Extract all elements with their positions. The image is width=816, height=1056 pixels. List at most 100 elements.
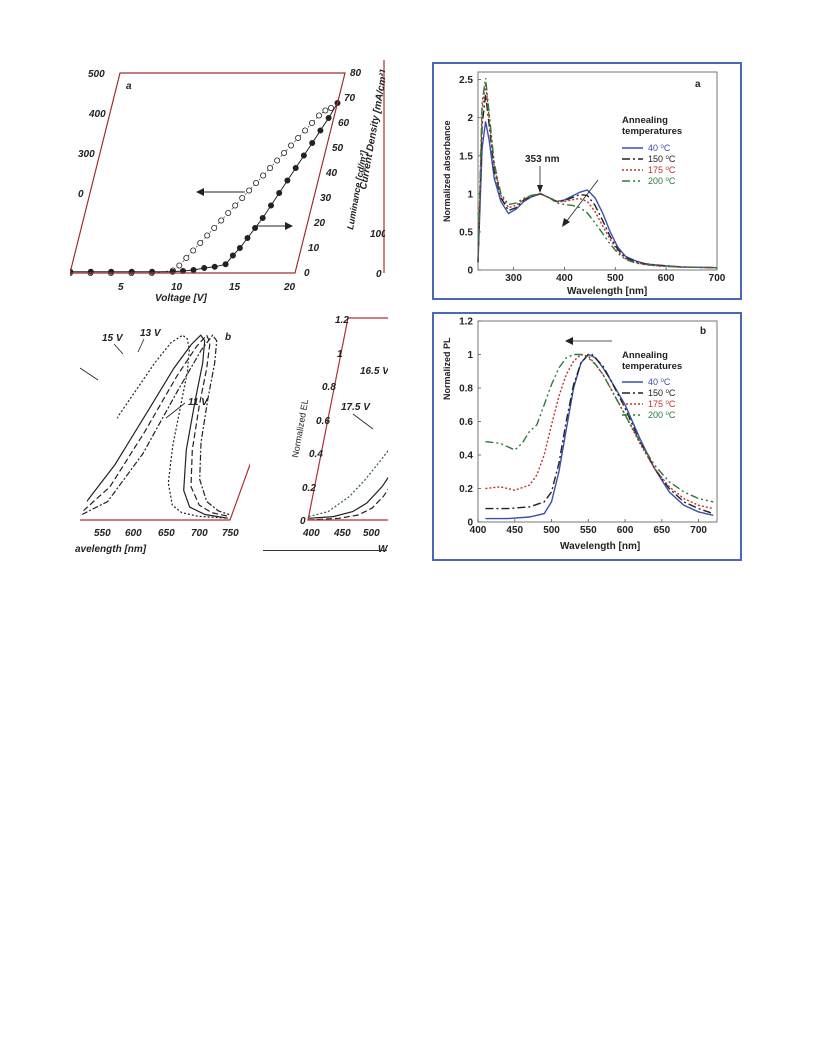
data-point <box>322 107 329 114</box>
legend-title: Annealing <box>622 115 668 126</box>
data-point <box>225 209 232 216</box>
data-point <box>190 247 197 254</box>
x-axis-label: Voltage [V] <box>155 293 208 304</box>
plot-frame <box>477 71 718 271</box>
data-point <box>325 115 332 122</box>
legend-label: 175 oC <box>648 165 676 175</box>
legend-title: Annealing <box>622 350 668 361</box>
x-tick: 700 <box>709 273 726 284</box>
y-tick-right: 10 <box>308 243 320 254</box>
y-tick-far-right: 100 <box>370 229 385 240</box>
chart-normalized-pl: b Normalized PL Wavelength [nm] 400 450 50… <box>432 312 742 561</box>
arrow-blue-shift <box>565 337 612 345</box>
data-point <box>183 254 190 261</box>
data-point <box>309 139 316 146</box>
data-point <box>239 194 246 201</box>
series-line <box>116 334 228 519</box>
data-point <box>236 244 243 251</box>
data-point <box>128 268 135 275</box>
legend-label: 175 oC <box>648 399 676 409</box>
y-tick-left: 500 <box>88 69 105 80</box>
y-tick: 1 <box>467 350 473 361</box>
legend-label: 40 oC <box>648 377 671 387</box>
y-tick-right: 0 <box>304 268 310 279</box>
x-tick: 600 <box>125 528 142 539</box>
data-point <box>276 189 283 196</box>
y-axis-label: Normalized PL <box>442 337 452 400</box>
x-tick: 400 <box>302 528 320 539</box>
y-tick: 1 <box>467 189 473 200</box>
data-point <box>211 263 218 270</box>
data-point <box>302 127 309 134</box>
y-axis-label: Normalized EL <box>290 398 310 458</box>
y-tick-right: 30 <box>320 193 332 204</box>
data-point <box>308 120 315 127</box>
x-tick: 5 <box>118 282 124 293</box>
figure-border <box>432 62 742 300</box>
data-point <box>328 105 335 112</box>
y-tick: 0.8 <box>459 384 473 395</box>
y-tick-right: 70 <box>344 93 356 104</box>
y-tick: 0.4 <box>459 451 473 462</box>
data-point <box>211 224 218 231</box>
plot-frame <box>70 72 346 274</box>
y-tick: 0.2 <box>302 483 316 494</box>
panel-label: a <box>695 79 701 90</box>
annotation-353nm: 353 nm <box>525 154 560 165</box>
series-line <box>82 334 229 517</box>
x-tick: 600 <box>658 273 675 284</box>
data-point <box>197 239 204 246</box>
data-point <box>315 112 322 119</box>
x-tick: 500 <box>607 273 624 284</box>
data-point <box>260 172 267 179</box>
y-tick: 2 <box>467 113 473 124</box>
plot-frame <box>477 320 718 523</box>
arrow-shift <box>562 179 599 227</box>
x-tick: 700 <box>191 528 208 539</box>
x-tick: 450 <box>333 528 351 539</box>
y-axis-label: Normalized absorbance <box>442 120 452 222</box>
data-point <box>176 262 183 269</box>
x-tick: 400 <box>556 273 573 284</box>
chart-el-spectra: b 15 V 13 V 11 V 550 600 650 700 750 ave… <box>75 328 250 555</box>
legend-title: temperatures <box>622 126 682 137</box>
x-tick: 700 <box>690 525 707 536</box>
data-point <box>267 164 274 171</box>
chart-normalized-el: 1.2 1 0.8 0.6 0.4 0.2 0 Normalized EL 16… <box>290 315 388 555</box>
annotation-13v: 13 V <box>140 328 162 339</box>
data-point <box>253 179 260 186</box>
y-tick: 0.5 <box>459 227 473 238</box>
y-tick-far-right: 0 <box>376 269 382 280</box>
series-line <box>70 102 338 273</box>
x-axis-label: W <box>378 544 388 555</box>
series-line <box>485 353 714 515</box>
data-point <box>295 134 302 141</box>
x-tick: 15 <box>229 282 241 293</box>
x-tick: 600 <box>617 525 634 536</box>
data-point <box>274 157 281 164</box>
panel-label: a <box>126 81 132 92</box>
series-line <box>308 422 388 518</box>
data-point <box>288 142 295 149</box>
x-axis-label: Wavelength [nm] <box>560 541 640 552</box>
y-tick: 1.5 <box>459 151 473 162</box>
y-tick-right: 20 <box>313 218 326 229</box>
y-tick-left: 300 <box>78 149 95 160</box>
series-line <box>86 334 228 519</box>
y-tick-right: 40 <box>325 168 338 179</box>
data-point <box>317 127 324 134</box>
data-point <box>244 234 251 241</box>
x-tick: 10 <box>171 282 183 293</box>
x-tick: 400 <box>470 525 487 536</box>
plot-frame <box>80 462 250 521</box>
y-tick: 0.6 <box>316 416 330 427</box>
data-point <box>169 268 176 275</box>
y-tick: 0.8 <box>322 382 336 393</box>
x-tick: 650 <box>158 528 175 539</box>
y-tick: 2.5 <box>459 75 473 86</box>
series-line <box>485 353 714 520</box>
arrow-353 <box>537 166 543 193</box>
y-tick: 0 <box>300 516 306 527</box>
series-line <box>81 334 230 516</box>
